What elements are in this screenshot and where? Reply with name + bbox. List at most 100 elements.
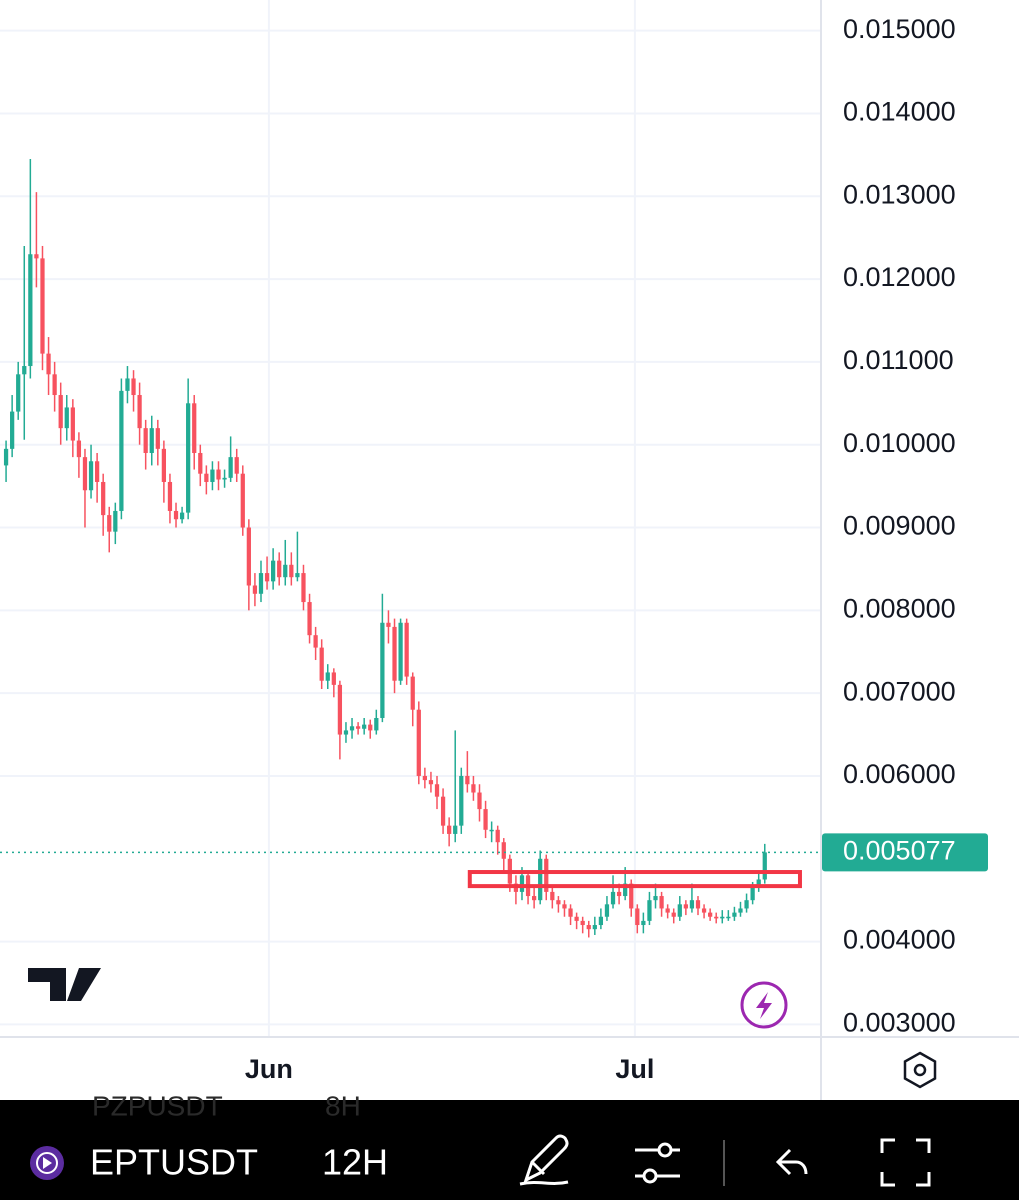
candle-body [641, 920, 646, 926]
candle-body [343, 730, 349, 735]
candle-body [337, 684, 343, 735]
candle-body [580, 920, 585, 926]
candle-body [355, 726, 361, 729]
candle-body [422, 775, 427, 781]
candle-body [313, 635, 318, 648]
y-tick-label: 0.008000 [843, 593, 956, 623]
candle-body [623, 883, 628, 897]
y-tick-label: 0.004000 [843, 925, 956, 955]
candle-body [689, 900, 695, 909]
candle-body [665, 908, 670, 913]
candle-body [125, 378, 130, 391]
candle-body [544, 858, 549, 892]
candle-body [252, 585, 258, 594]
candle-body [64, 407, 69, 429]
candle-body [392, 626, 397, 681]
candle-body [586, 925, 591, 930]
symbol[interactable]: EPTUSDT [90, 1142, 258, 1183]
candle-body [386, 622, 391, 627]
candle-body [428, 780, 434, 785]
candle-body [653, 896, 658, 901]
candle-body [76, 440, 82, 458]
candle-body [3, 448, 9, 466]
candle-body [331, 672, 336, 685]
candle-body [10, 411, 15, 449]
candle-body [750, 887, 755, 901]
candle-body [556, 900, 561, 905]
candle-body [568, 908, 573, 917]
candle-body [374, 717, 379, 731]
candle-body [234, 457, 239, 474]
candle-body [271, 560, 276, 582]
candle-body [434, 784, 440, 797]
candle-body [368, 724, 373, 731]
draw-button[interactable] [519, 1134, 569, 1186]
fullscreen-button[interactable] [880, 1138, 931, 1187]
candle-body [477, 792, 482, 810]
candle-body [192, 403, 197, 453]
lightning-button[interactable] [740, 981, 788, 1029]
candle-body [616, 891, 622, 897]
candle-body [738, 908, 743, 913]
candle-body [131, 378, 136, 396]
candle-body [143, 428, 148, 453]
x-tick-label: Jun [245, 1054, 293, 1084]
candle-body [216, 469, 221, 480]
candle-body [198, 452, 203, 474]
candle-body [440, 796, 446, 826]
candle-body [598, 916, 604, 926]
candle-body [604, 904, 610, 917]
y-tick-label: 0.007000 [843, 676, 956, 706]
candle-body [592, 925, 597, 930]
candle-body [155, 428, 160, 449]
last-price-badge [822, 833, 988, 872]
candle-body [161, 448, 167, 482]
candle-body [88, 461, 94, 491]
lightning-icon [756, 992, 772, 1019]
candle-body [714, 916, 719, 919]
candle-body [708, 912, 713, 917]
undo-button[interactable] [775, 1148, 808, 1176]
y-tick-label: 0.015000 [843, 14, 956, 44]
candle-body [762, 852, 767, 880]
candle-body [538, 858, 543, 901]
candle-body [173, 510, 179, 520]
candle-body [283, 564, 288, 578]
candle-body [659, 896, 664, 909]
candle-body [483, 809, 488, 830]
candle-body [489, 829, 494, 832]
highlight-zone [467, 870, 802, 889]
candle-body [40, 258, 45, 354]
y-tick-label: 0.013000 [843, 179, 956, 209]
candle-body [447, 825, 452, 834]
toolbar [0, 1100, 1019, 1200]
candle-body [307, 602, 312, 636]
indicators-knob [657, 1142, 673, 1158]
candle-body [362, 724, 367, 729]
candle-body [744, 900, 749, 909]
candle-body [683, 904, 688, 909]
symbol-logo-mark [43, 1157, 52, 1169]
axes: 0.015000 0.014000 0.013000 0.012000 0.011000… [245, 14, 988, 1084]
candle-body [222, 477, 227, 480]
candle-body [58, 395, 63, 429]
candle-body [677, 904, 682, 917]
settings-button[interactable] [903, 1051, 937, 1089]
overlays [0, 851, 820, 889]
candle-body [349, 726, 355, 731]
candle-body [240, 473, 245, 528]
x-tick-label: Jul [615, 1054, 654, 1084]
candle-body [277, 560, 282, 578]
candle-body [756, 879, 761, 888]
candle-body [720, 916, 725, 919]
candle-body [726, 916, 731, 919]
candle-body [34, 254, 39, 259]
interval[interactable]: 12H [322, 1142, 388, 1183]
settings-icon [913, 1063, 927, 1077]
candle-body [531, 896, 537, 901]
candle-body [137, 395, 142, 429]
candle-body [647, 900, 652, 921]
candle-body [228, 457, 233, 478]
candle-body [210, 469, 215, 482]
